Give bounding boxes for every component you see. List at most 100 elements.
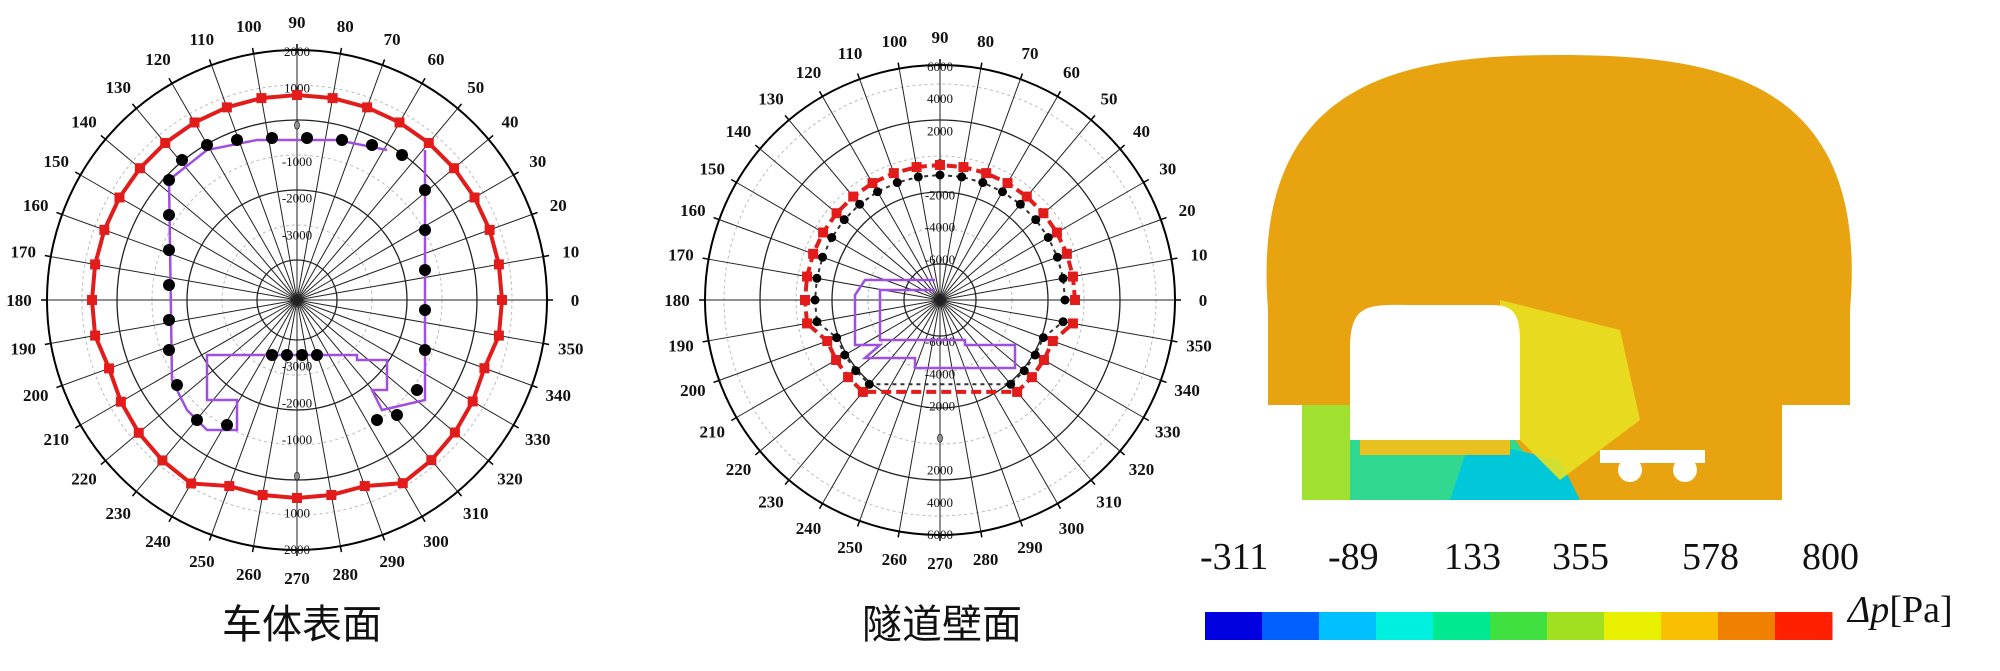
axis-tick xyxy=(897,531,900,538)
series-red-marker xyxy=(469,192,480,203)
caption-tunnel-wall: 隧道壁面 xyxy=(862,602,1022,648)
grid-spoke xyxy=(296,299,533,386)
radial-tick-label: -3000 xyxy=(282,227,312,242)
axis-tick xyxy=(168,77,173,84)
series-black-marker xyxy=(998,187,1007,197)
grid-spoke xyxy=(719,219,941,301)
angle-label: 290 xyxy=(379,552,405,571)
grid-spoke xyxy=(61,299,298,386)
axis-tick xyxy=(543,254,550,258)
radial-tick-label: 1000 xyxy=(284,505,310,520)
axis-tick xyxy=(44,342,51,346)
angle-label: 340 xyxy=(545,386,571,405)
angle-label: 280 xyxy=(333,565,359,584)
angle-label: 50 xyxy=(467,78,484,97)
grid-spoke xyxy=(939,119,1092,301)
angle-label: 0 xyxy=(1199,291,1208,310)
axis-tick xyxy=(856,520,861,527)
axis-tick xyxy=(754,450,761,456)
angle-label: 0 xyxy=(571,291,580,310)
angle-label: 90 xyxy=(289,13,306,32)
colorbar-swatch xyxy=(1319,612,1377,640)
axis-tick xyxy=(339,47,343,54)
angle-label: 190 xyxy=(10,339,36,358)
series-red-marker xyxy=(397,478,408,489)
axis-tick xyxy=(421,77,426,84)
angle-label: 140 xyxy=(726,122,752,141)
angle-label: 150 xyxy=(43,152,69,171)
series-red-marker xyxy=(189,117,200,128)
series-red-marker xyxy=(1047,336,1058,347)
series-red-marker xyxy=(848,191,859,202)
series-black-marker xyxy=(839,215,849,225)
angle-label: 320 xyxy=(497,470,523,489)
series-black-marker xyxy=(1058,273,1068,283)
angle-label: 180 xyxy=(664,291,690,310)
axis-tick xyxy=(1143,416,1150,422)
angle-label: 200 xyxy=(23,386,49,405)
series-red-marker xyxy=(831,208,842,219)
angle-label: 310 xyxy=(463,504,489,523)
series-black-marker xyxy=(176,154,188,166)
angle-label: 160 xyxy=(680,201,706,220)
series-red-marker xyxy=(256,93,267,104)
axis-tick xyxy=(1056,90,1062,97)
track-cutout xyxy=(1673,458,1697,482)
track-cutout xyxy=(1618,458,1642,482)
angle-label: 160 xyxy=(23,196,49,215)
series-red-marker xyxy=(493,259,504,270)
series-red-marker xyxy=(467,396,478,407)
grid-spoke xyxy=(898,299,941,532)
radial-tick-label: -4000 xyxy=(925,366,955,381)
angle-label: 120 xyxy=(796,63,822,82)
series-black-marker xyxy=(827,233,837,242)
grid-spoke xyxy=(939,79,1021,301)
series-red-marker xyxy=(867,178,878,189)
angle-label: 10 xyxy=(1191,245,1208,264)
angle-label: 330 xyxy=(1155,423,1181,442)
angle-label: 110 xyxy=(838,44,863,63)
angle-label: 130 xyxy=(106,78,132,97)
series-black-marker xyxy=(266,132,278,144)
grid-spoke xyxy=(759,148,941,301)
series-red-marker xyxy=(90,259,101,270)
axis-tick xyxy=(168,516,173,523)
series-black-marker xyxy=(163,344,175,356)
colorbar-swatch xyxy=(1205,612,1263,640)
series-red-marker xyxy=(134,163,145,174)
series-red-marker xyxy=(911,162,922,173)
axis-tick xyxy=(702,340,709,343)
series-black-marker xyxy=(1031,215,1041,225)
angle-label: 60 xyxy=(428,50,445,69)
series-black-marker xyxy=(913,172,923,182)
axis-tick xyxy=(208,534,213,541)
colorbar-swatch xyxy=(1433,612,1491,640)
series-black-marker xyxy=(1015,199,1025,209)
angle-label: 170 xyxy=(10,243,36,262)
axis-tick xyxy=(131,491,137,497)
axis-tick xyxy=(754,144,761,150)
angle-label: 40 xyxy=(501,112,518,131)
angle-label: 300 xyxy=(423,532,449,551)
series-black-marker xyxy=(873,187,882,197)
series-red-marker xyxy=(1070,295,1080,305)
axis-tick xyxy=(980,62,983,69)
colorbar-label-3: 355 xyxy=(1552,536,1609,578)
colorbar-swatch xyxy=(1376,612,1434,640)
series-red-marker xyxy=(1026,372,1037,383)
series-black-marker xyxy=(832,333,842,343)
axis-tick xyxy=(784,114,790,121)
series-black-marker xyxy=(892,178,902,188)
grid-spoke xyxy=(939,299,1058,504)
caption-vehicle-surface: 车体表面 xyxy=(222,602,382,648)
grid-spoke xyxy=(788,119,941,301)
angle-label: 330 xyxy=(525,430,551,449)
radial-tick-label: -3000 xyxy=(282,359,312,374)
axis-tick xyxy=(713,379,720,384)
axis-tick xyxy=(100,460,106,466)
series-purple-outline xyxy=(853,278,1017,370)
angle-label: 280 xyxy=(973,550,999,569)
series-black-marker xyxy=(163,244,175,256)
